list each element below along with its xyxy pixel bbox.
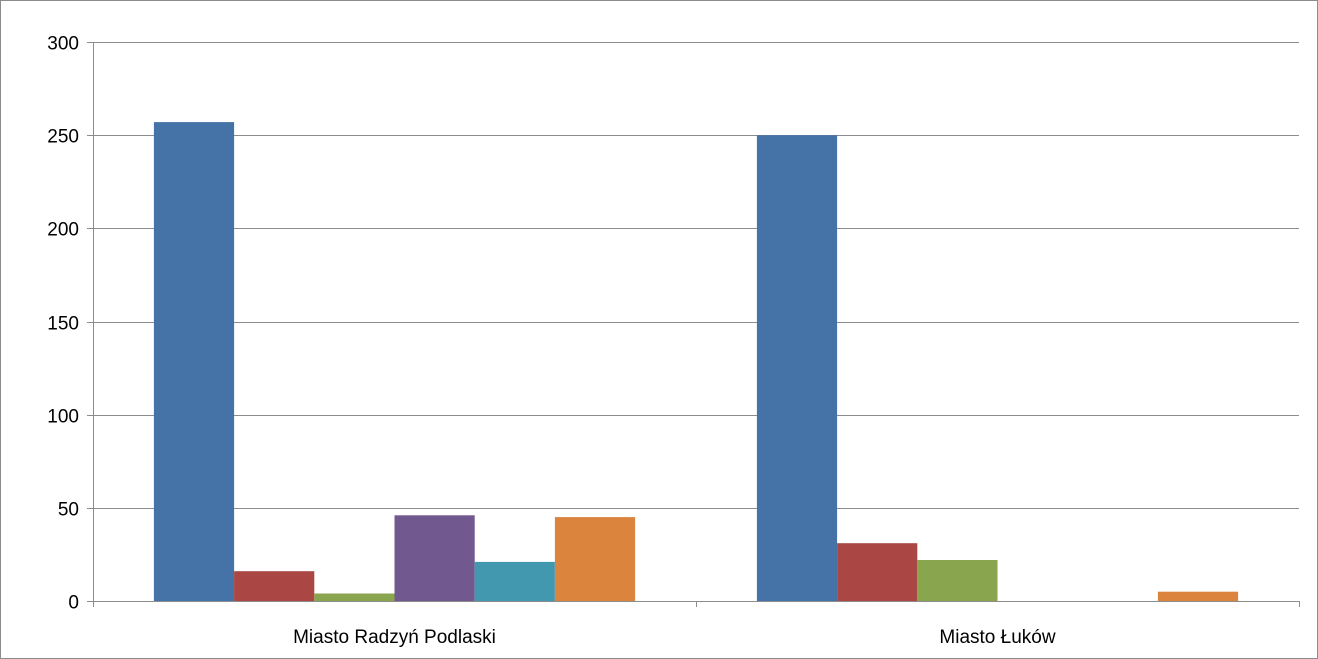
y-tick-label: 200 (47, 220, 79, 241)
bar (153, 122, 235, 601)
bars (153, 122, 1239, 601)
x-tick-label: Miasto Łuków (939, 627, 1055, 648)
y-tick-label: 50 (58, 500, 79, 521)
y-tick-label: 300 (47, 34, 79, 55)
gridlines (93, 42, 1299, 509)
axes (87, 42, 1300, 607)
y-tick-label: 250 (47, 127, 79, 148)
x-tick-label: Miasto Radzyń Podlaski (293, 627, 496, 648)
y-tick-label: 150 (47, 314, 79, 335)
y-tick-label: 100 (47, 407, 79, 428)
y-tick-label: 0 (68, 593, 79, 614)
bar (474, 561, 555, 601)
bar (554, 517, 636, 601)
bar (1157, 591, 1239, 601)
tick-labels: 0 50 100 150 200 250 300 Miasto Radzyń Podlaski… (47, 34, 1056, 649)
bar (837, 543, 918, 601)
bar (314, 593, 395, 601)
bar (234, 571, 315, 601)
bar (756, 135, 838, 601)
bar (394, 515, 475, 601)
bar (917, 560, 998, 601)
